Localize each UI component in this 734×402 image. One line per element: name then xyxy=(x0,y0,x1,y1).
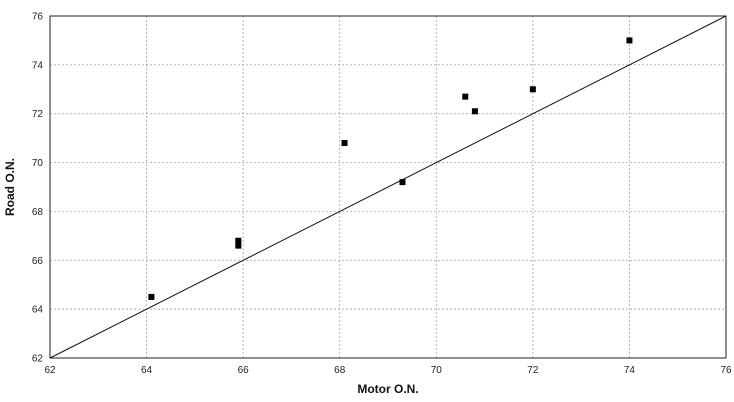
y-tick-label-0: 62 xyxy=(32,354,44,365)
y-tick-label-3: 68 xyxy=(32,207,44,218)
x-tick-label-5: 72 xyxy=(527,365,539,376)
gridlines xyxy=(50,16,726,358)
data-point-5 xyxy=(462,93,469,100)
y-tick-label-7: 76 xyxy=(32,12,44,23)
x-tick-label-2: 66 xyxy=(238,365,250,376)
y-axis-ticks: 62 64 66 68 70 72 74 76 xyxy=(32,12,44,365)
data-point-4 xyxy=(399,179,406,186)
y-tick-label-1: 64 xyxy=(32,305,44,316)
x-tick-label-6: 74 xyxy=(624,365,636,376)
y-tick-label-4: 70 xyxy=(32,158,44,169)
x-tick-label-0: 62 xyxy=(44,365,56,376)
y-axis-title: Road O.N. xyxy=(3,158,17,216)
x-axis-ticks: 62 64 66 68 70 72 74 76 xyxy=(44,365,732,376)
data-points xyxy=(148,37,633,300)
data-point-3 xyxy=(341,140,348,147)
x-tick-label-1: 64 xyxy=(141,365,153,376)
data-point-1 xyxy=(235,242,242,249)
data-point-0 xyxy=(148,293,155,300)
y-tick-label-6: 74 xyxy=(32,60,44,71)
x-tick-label-7: 76 xyxy=(720,365,732,376)
plot-area-border xyxy=(49,15,727,359)
data-point-7 xyxy=(529,86,536,93)
x-tick-label-4: 70 xyxy=(431,365,443,376)
data-point-6 xyxy=(471,108,478,115)
reference-line-y-equals-x xyxy=(49,15,727,359)
x-tick-label-3: 68 xyxy=(334,365,346,376)
data-point-8 xyxy=(626,37,633,44)
data-point-2 xyxy=(235,237,242,244)
y-tick-label-5: 72 xyxy=(32,109,44,120)
x-axis-title: Motor O.N. xyxy=(357,382,418,396)
y-tick-label-2: 66 xyxy=(32,256,44,267)
